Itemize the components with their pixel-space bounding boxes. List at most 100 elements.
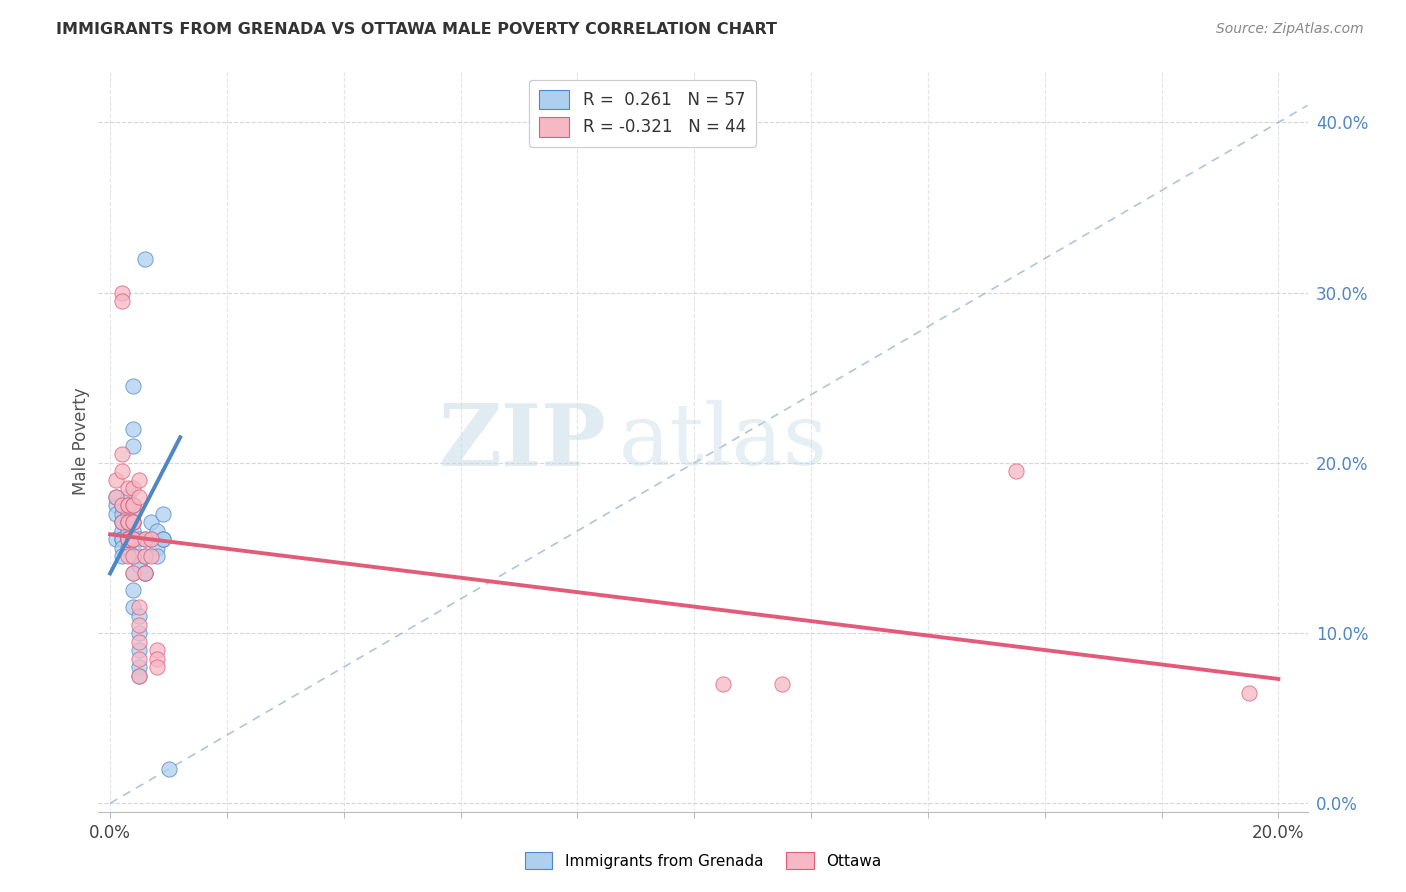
Point bbox=[122, 499, 145, 513]
Point bbox=[117, 499, 139, 513]
Point bbox=[111, 516, 134, 530]
Point bbox=[146, 643, 169, 657]
Point bbox=[128, 600, 150, 615]
Point bbox=[134, 533, 156, 547]
Point bbox=[128, 626, 150, 640]
Point bbox=[122, 499, 145, 513]
Point bbox=[122, 549, 145, 564]
Point bbox=[128, 533, 150, 547]
Point bbox=[117, 524, 139, 538]
Point bbox=[122, 507, 145, 521]
Point bbox=[117, 516, 139, 530]
Point bbox=[104, 490, 127, 504]
Point bbox=[122, 516, 145, 530]
Point bbox=[122, 583, 145, 598]
Point bbox=[134, 549, 156, 564]
Point bbox=[104, 473, 127, 487]
Point bbox=[122, 533, 145, 547]
Point bbox=[104, 533, 127, 547]
Legend: R =  0.261   N = 57, R = -0.321   N = 44: R = 0.261 N = 57, R = -0.321 N = 44 bbox=[529, 79, 756, 146]
Point bbox=[117, 533, 139, 547]
Point bbox=[111, 285, 134, 300]
Point bbox=[139, 533, 162, 547]
Point bbox=[146, 651, 169, 665]
Point bbox=[134, 566, 156, 581]
Legend: Immigrants from Grenada, Ottawa: Immigrants from Grenada, Ottawa bbox=[519, 846, 887, 875]
Text: ZIP: ZIP bbox=[439, 400, 606, 483]
Point bbox=[128, 634, 150, 648]
Point bbox=[128, 549, 150, 564]
Point bbox=[117, 516, 139, 530]
Point bbox=[139, 533, 162, 547]
Point bbox=[134, 566, 156, 581]
Point bbox=[770, 677, 793, 691]
Point bbox=[134, 549, 156, 564]
Point bbox=[139, 516, 162, 530]
Text: atlas: atlas bbox=[619, 400, 828, 483]
Text: IMMIGRANTS FROM GRENADA VS OTTAWA MALE POVERTY CORRELATION CHART: IMMIGRANTS FROM GRENADA VS OTTAWA MALE P… bbox=[56, 22, 778, 37]
Point bbox=[111, 507, 134, 521]
Point bbox=[104, 490, 127, 504]
Point bbox=[146, 549, 169, 564]
Point bbox=[111, 499, 134, 513]
Point bbox=[128, 558, 150, 572]
Point bbox=[1004, 464, 1026, 478]
Point bbox=[128, 668, 150, 682]
Point bbox=[146, 524, 169, 538]
Point bbox=[128, 490, 150, 504]
Point bbox=[122, 600, 145, 615]
Point bbox=[117, 516, 139, 530]
Point bbox=[117, 507, 139, 521]
Point bbox=[111, 516, 134, 530]
Point bbox=[111, 464, 134, 478]
Point bbox=[128, 643, 150, 657]
Point bbox=[122, 524, 145, 538]
Point bbox=[117, 490, 139, 504]
Point bbox=[128, 660, 150, 674]
Point bbox=[128, 609, 150, 624]
Point bbox=[122, 481, 145, 495]
Y-axis label: Male Poverty: Male Poverty bbox=[72, 388, 90, 495]
Point bbox=[122, 549, 145, 564]
Point bbox=[104, 507, 127, 521]
Point bbox=[157, 762, 180, 776]
Text: Source: ZipAtlas.com: Source: ZipAtlas.com bbox=[1216, 22, 1364, 37]
Point bbox=[111, 541, 134, 555]
Point bbox=[117, 533, 139, 547]
Point bbox=[122, 533, 145, 547]
Point bbox=[128, 617, 150, 632]
Point bbox=[111, 447, 134, 461]
Point bbox=[128, 668, 150, 682]
Point bbox=[117, 541, 139, 555]
Point bbox=[128, 473, 150, 487]
Point bbox=[134, 533, 156, 547]
Point bbox=[111, 499, 134, 513]
Point bbox=[117, 533, 139, 547]
Point bbox=[104, 499, 127, 513]
Point bbox=[122, 566, 145, 581]
Point bbox=[134, 252, 156, 266]
Point bbox=[111, 294, 134, 309]
Point bbox=[1237, 685, 1260, 699]
Point bbox=[139, 533, 162, 547]
Point bbox=[117, 481, 139, 495]
Point bbox=[117, 533, 139, 547]
Point bbox=[117, 499, 139, 513]
Point bbox=[122, 516, 145, 530]
Point bbox=[122, 566, 145, 581]
Point bbox=[117, 533, 139, 547]
Point bbox=[146, 541, 169, 555]
Point bbox=[134, 566, 156, 581]
Point bbox=[122, 379, 145, 393]
Point bbox=[111, 524, 134, 538]
Point bbox=[122, 533, 145, 547]
Point bbox=[139, 549, 162, 564]
Point bbox=[111, 533, 134, 547]
Point bbox=[122, 422, 145, 436]
Point bbox=[152, 533, 174, 547]
Point bbox=[122, 516, 145, 530]
Point bbox=[122, 439, 145, 453]
Point bbox=[146, 660, 169, 674]
Point bbox=[713, 677, 735, 691]
Point bbox=[111, 549, 134, 564]
